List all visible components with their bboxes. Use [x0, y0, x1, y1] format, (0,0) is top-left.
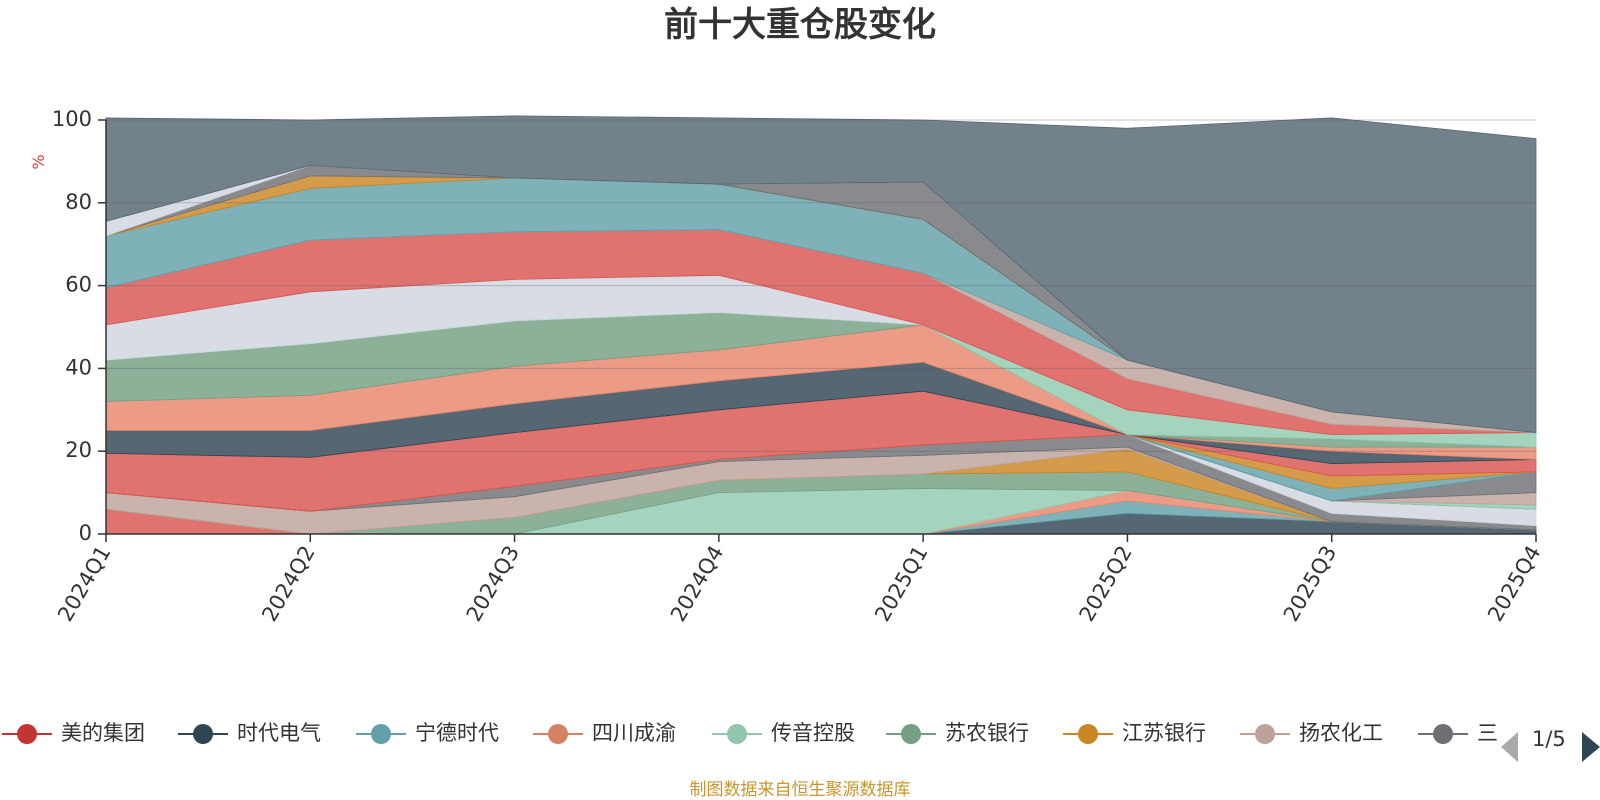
- legend-item[interactable]: 江苏银行: [1063, 721, 1206, 745]
- y-tick-label: 100: [52, 107, 92, 131]
- legend-marker-icon: [1078, 724, 1098, 744]
- legend-label: 四川成渝: [592, 721, 676, 745]
- x-axis-ticks: 2024Q1 2024Q2 2024Q3 2024Q4 2025Q1 2025Q2 2025…: [53, 534, 1546, 626]
- legend-item[interactable]: 传音控股: [712, 721, 855, 745]
- legend-item[interactable]: 扬农化工: [1240, 721, 1383, 745]
- chart-title: 前十大重仓股变化: [664, 5, 936, 45]
- x-tick-label: 2024Q4: [666, 542, 728, 626]
- gridlines: [106, 119, 1536, 452]
- legend-marker-icon: [901, 724, 921, 744]
- x-tick-label: 2025Q2: [1074, 542, 1136, 626]
- legend-pager: 1/5: [1501, 727, 1600, 762]
- legend-next-arrow-icon[interactable]: [1582, 732, 1600, 762]
- legend-item[interactable]: 宁德时代: [356, 721, 499, 745]
- y-tick-label: 40: [65, 355, 92, 379]
- legend-label: 江苏银行: [1122, 721, 1206, 745]
- legend-item[interactable]: 美的集团: [2, 721, 145, 745]
- legend-marker-icon: [193, 724, 213, 744]
- y-tick-label: 80: [65, 190, 92, 214]
- x-tick-label: 2024Q1: [53, 542, 115, 626]
- x-tick-label: 2024Q2: [257, 542, 319, 626]
- legend-page-indicator: 1/5: [1532, 727, 1566, 751]
- axes: [105, 120, 1536, 535]
- legend-marker-icon: [17, 724, 37, 744]
- legend-marker-icon: [548, 724, 568, 744]
- x-tick-label: 2025Q4: [1483, 542, 1545, 626]
- legend-label: 扬农化工: [1299, 721, 1383, 745]
- series-area-29: [105, 115, 1537, 434]
- legend-item[interactable]: 苏农银行: [886, 721, 1029, 745]
- y-tick-label: 0: [79, 521, 92, 545]
- legend-marker-icon: [1255, 724, 1275, 744]
- legend-item[interactable]: 四川成渝: [533, 721, 676, 745]
- y-tick-label: 20: [65, 438, 92, 462]
- x-tick-label: 2025Q3: [1279, 542, 1341, 626]
- legend-marker-icon: [371, 724, 391, 744]
- x-tick-label: 2024Q3: [462, 542, 524, 626]
- legend-label: 三: [1477, 721, 1498, 745]
- legend-label: 宁德时代: [415, 721, 499, 745]
- legend: 美的集团 时代电气 宁德时代 四川成渝 传音控股 苏农银行 江苏银行 扬农化工 三: [2, 721, 1498, 745]
- legend-marker-icon: [727, 724, 747, 744]
- y-axis-unit: %: [29, 154, 48, 169]
- legend-prev-arrow-icon[interactable]: [1501, 732, 1518, 762]
- legend-marker-icon: [1433, 724, 1453, 744]
- legend-label: 美的集团: [61, 721, 145, 745]
- legend-item[interactable]: 三: [1418, 721, 1498, 745]
- legend-label: 传音控股: [771, 721, 855, 745]
- y-axis-ticks: 0 20 40 60 80 100: [52, 107, 106, 545]
- y-tick-label: 60: [65, 273, 92, 297]
- legend-item[interactable]: 时代电气: [178, 721, 321, 745]
- data-source-note: 制图数据来自恒生聚源数据库: [690, 780, 911, 800]
- legend-label: 苏农银行: [945, 721, 1029, 745]
- x-tick-label: 2025Q1: [870, 542, 932, 626]
- legend-label: 时代电气: [237, 721, 321, 745]
- series-areas: [105, 115, 1537, 535]
